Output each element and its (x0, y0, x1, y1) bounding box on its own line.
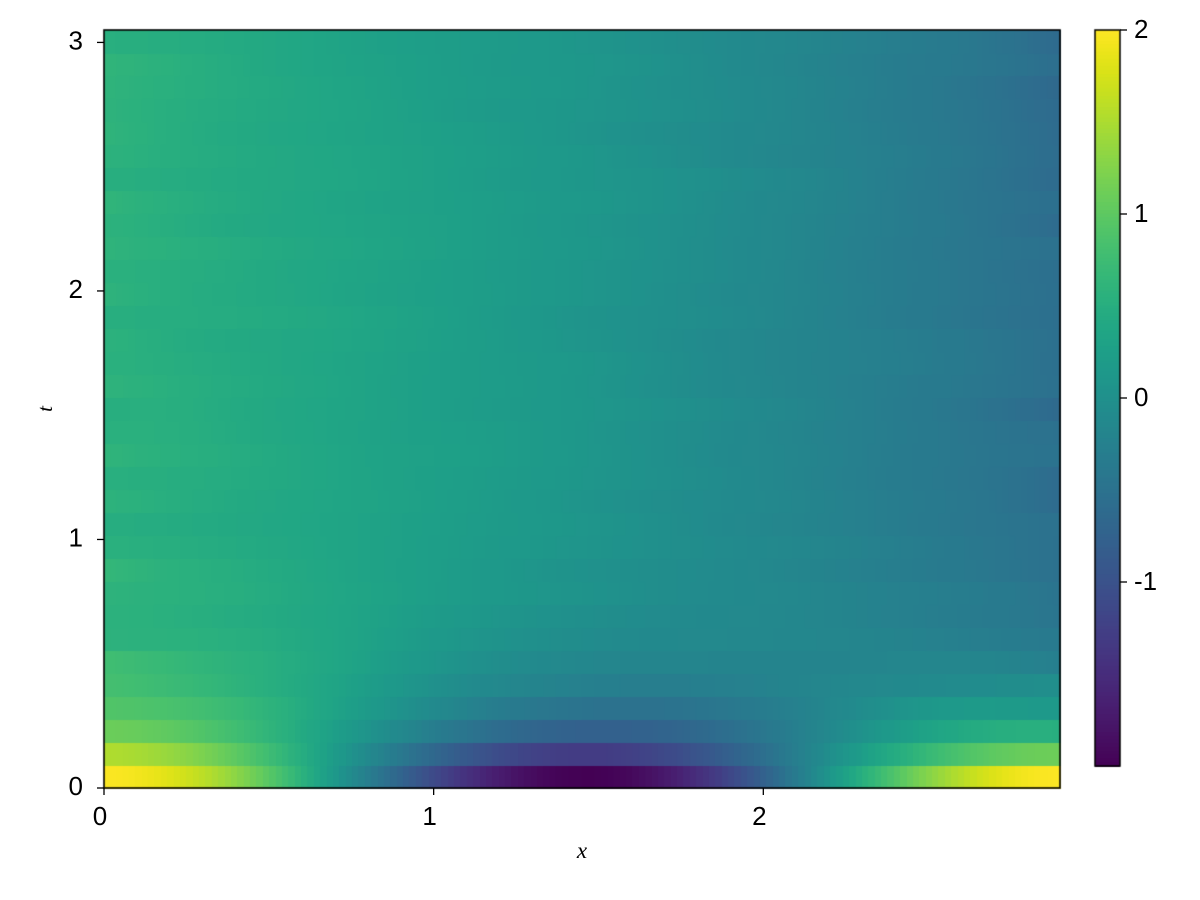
svg-text:1: 1 (69, 522, 83, 552)
svg-text:2: 2 (1134, 14, 1148, 44)
svg-text:2: 2 (69, 274, 83, 304)
svg-text:1: 1 (422, 801, 436, 831)
svg-text:2: 2 (752, 801, 766, 831)
svg-text:x: x (576, 838, 588, 863)
svg-text:0: 0 (69, 771, 83, 801)
svg-text:3: 3 (69, 25, 83, 55)
svg-text:-1: -1 (1134, 566, 1157, 596)
svg-text:1: 1 (1134, 198, 1148, 228)
svg-text:0: 0 (93, 801, 107, 831)
svg-text:0: 0 (1134, 382, 1148, 412)
svg-text:t: t (33, 405, 57, 412)
